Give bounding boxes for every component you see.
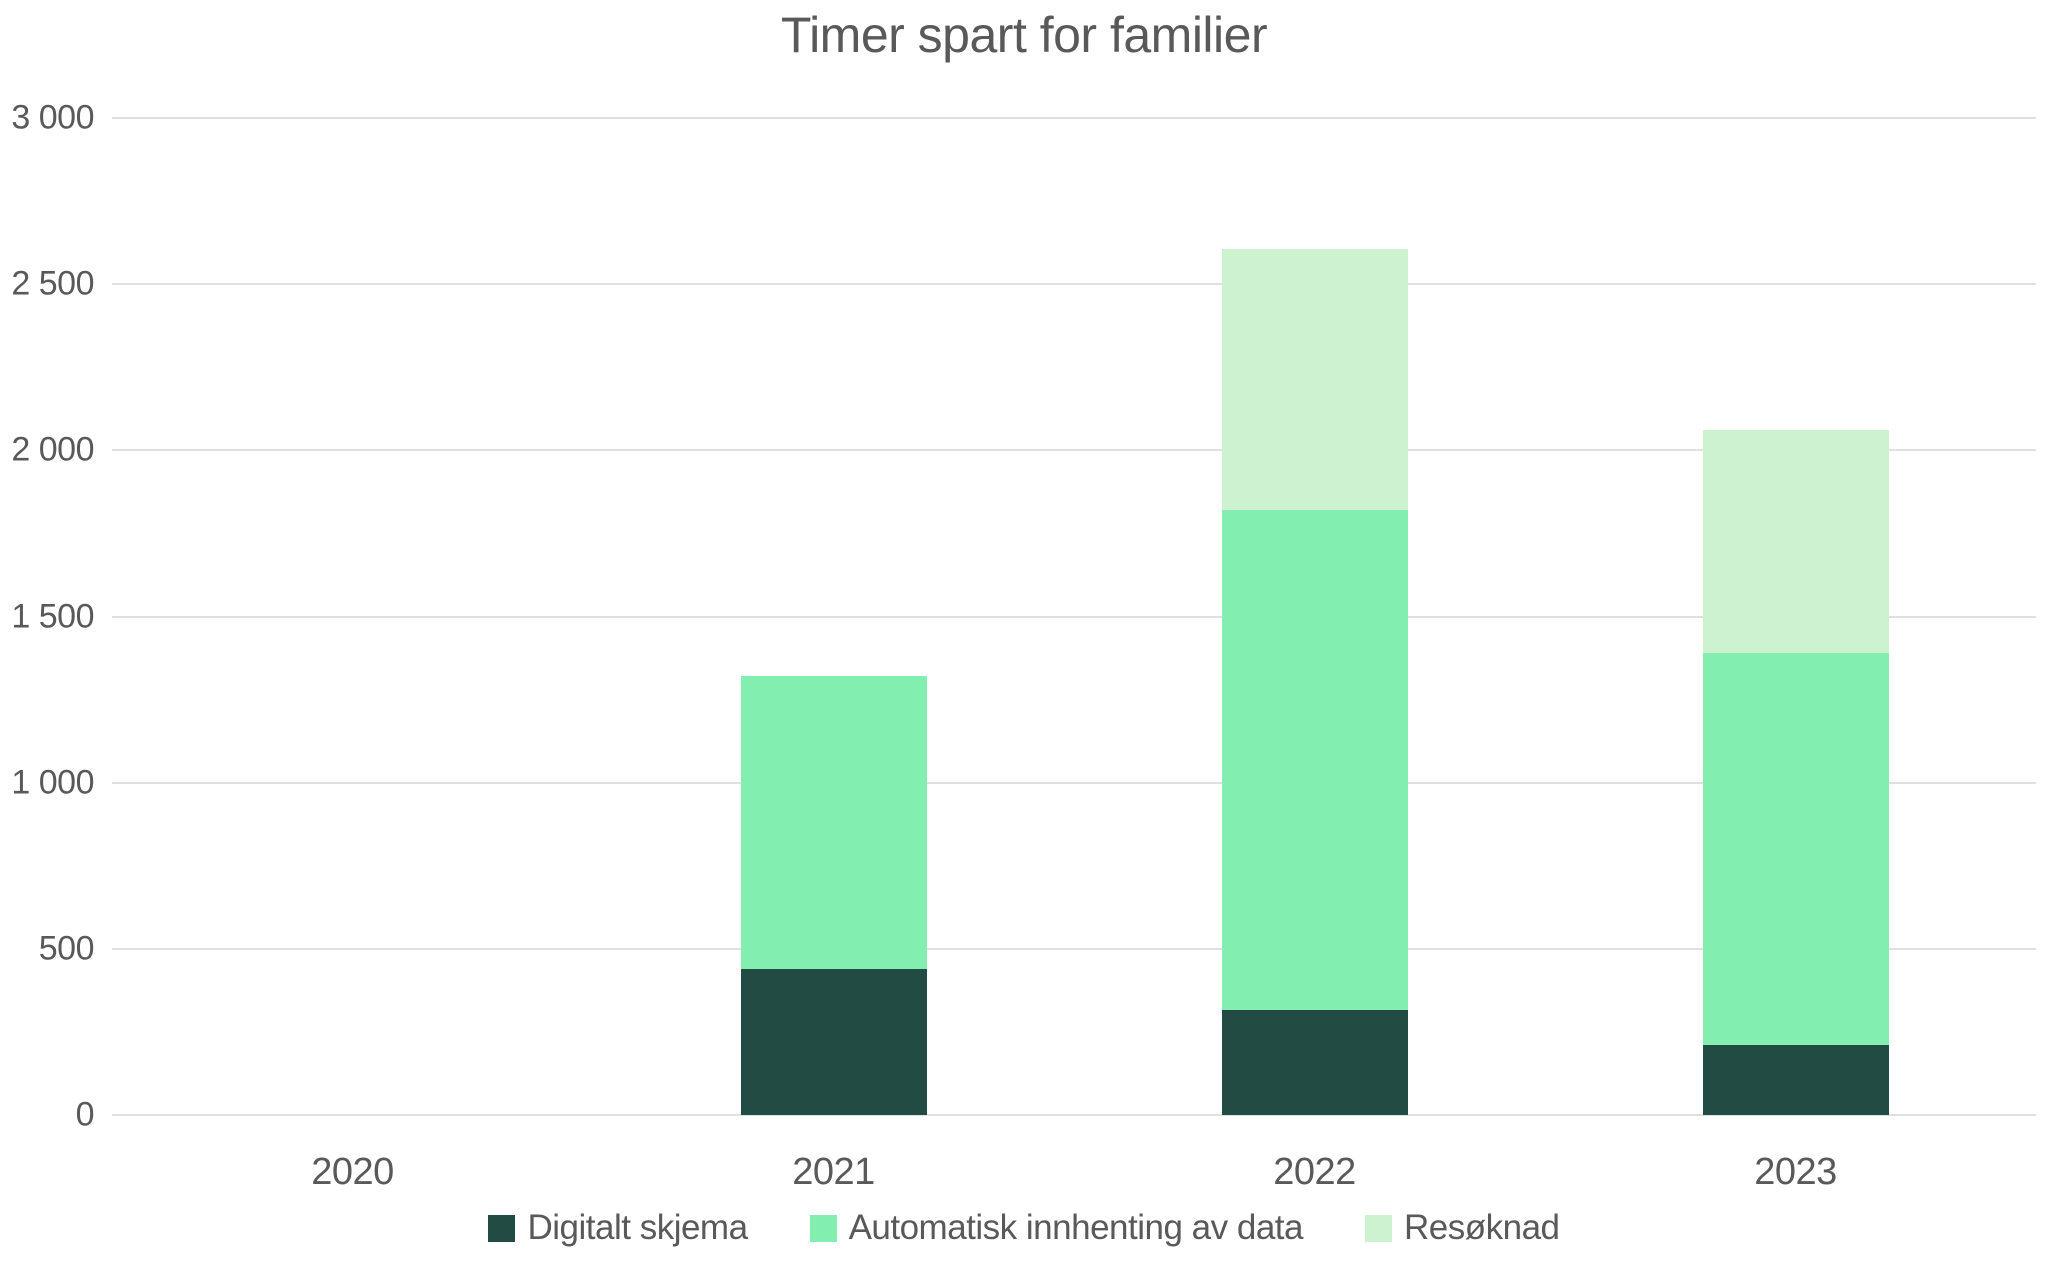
bar-segment bbox=[1221, 510, 1408, 1011]
gridline bbox=[112, 615, 2036, 618]
bar-segment bbox=[740, 968, 927, 1115]
bar-segment bbox=[1221, 249, 1408, 511]
gridline bbox=[112, 117, 2036, 119]
y-tick-label: 1 000 bbox=[11, 763, 94, 802]
y-tick-label: 500 bbox=[38, 929, 95, 968]
legend-swatch-icon bbox=[488, 1214, 516, 1242]
y-tick-label: 2 000 bbox=[11, 430, 94, 469]
bar-2021 bbox=[740, 676, 927, 1115]
x-axis-label: 2020 bbox=[311, 1151, 394, 1193]
bar-segment bbox=[1702, 1045, 1889, 1115]
chart-title: Timer spart for familier bbox=[780, 7, 1268, 63]
x-axis-label: 2023 bbox=[1754, 1151, 1837, 1193]
bar-segment bbox=[1221, 1010, 1408, 1115]
plot-area: 0 500 1 000 1 500 2 000 2 500 3 000 2020 2021 202… bbox=[11, 99, 2036, 1193]
legend-label: Automatisk innhenting av data bbox=[848, 1208, 1304, 1247]
y-tick-label: 3 000 bbox=[11, 98, 94, 137]
legend-item: Automatisk innhenting av data bbox=[809, 1208, 1304, 1248]
y-tick-label: 2 500 bbox=[11, 264, 94, 303]
x-axis-label: 2022 bbox=[1273, 1151, 1356, 1193]
legend-item: Digitalt skjema bbox=[488, 1208, 748, 1248]
gridline bbox=[112, 283, 2036, 286]
legend-label: Resøknad bbox=[1403, 1208, 1560, 1247]
y-tick-label: 0 bbox=[75, 1095, 95, 1134]
legend-item: Resøknad bbox=[1364, 1208, 1560, 1248]
gridline bbox=[112, 449, 2036, 452]
bar-2023 bbox=[1702, 430, 1889, 1115]
gridline bbox=[112, 781, 2036, 784]
x-axis-label: 2021 bbox=[792, 1151, 875, 1193]
bar-segment bbox=[1702, 430, 1889, 654]
legend-swatch-icon bbox=[1364, 1214, 1392, 1242]
legend: Digitalt skjema Automatisk innhenting av … bbox=[0, 1208, 2048, 1248]
bar-2022 bbox=[1221, 249, 1408, 1115]
y-tick-label: 1 500 bbox=[11, 597, 94, 635]
legend-label: Digitalt skjema bbox=[527, 1208, 748, 1247]
bar-segment bbox=[1702, 653, 1889, 1046]
gridline bbox=[112, 947, 2036, 950]
legend-swatch-icon bbox=[809, 1214, 837, 1242]
bar-segment bbox=[740, 676, 927, 969]
gridline bbox=[112, 1114, 2036, 1116]
